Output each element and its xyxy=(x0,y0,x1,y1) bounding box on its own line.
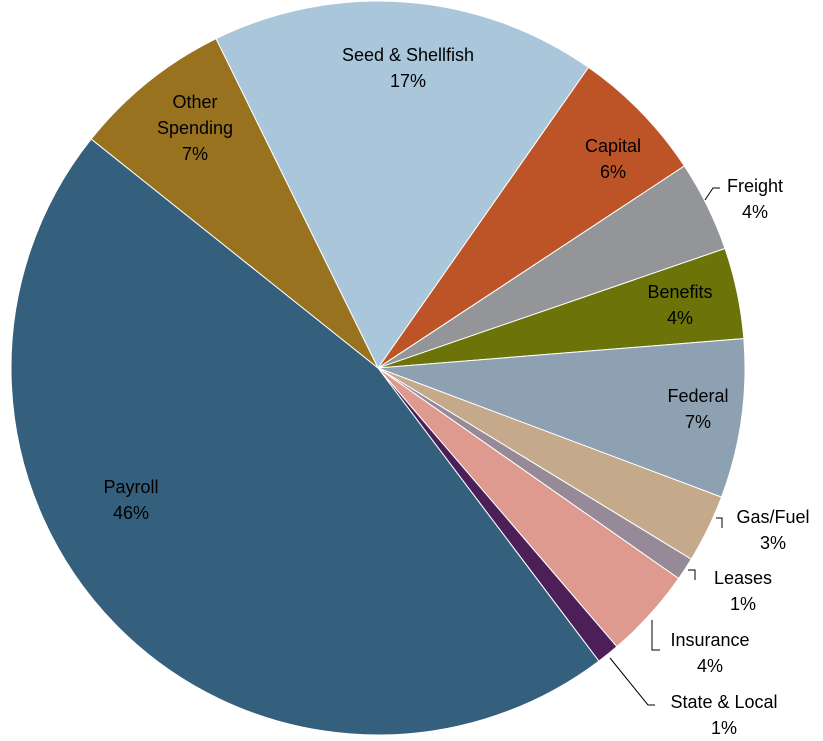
leader-line xyxy=(651,620,660,651)
slice-label: Seed & Shellfish xyxy=(341,45,475,65)
slice-value-label: 4% xyxy=(741,202,769,222)
slice-label: Other Spending xyxy=(156,92,234,138)
leader-line xyxy=(704,187,720,201)
slice-value-label: 4% xyxy=(696,656,724,676)
slice-label: Capital xyxy=(584,136,642,156)
slice-label: Federal xyxy=(667,386,729,406)
slice-value-label: 6% xyxy=(599,162,627,182)
slice-label: Gas/Fuel xyxy=(736,507,810,527)
slice-value-label: 46% xyxy=(112,503,150,523)
slice-label: Leases xyxy=(713,568,773,588)
pie-slice xyxy=(377,338,746,498)
slice-label: Insurance xyxy=(670,630,750,650)
leader-line xyxy=(688,569,696,580)
slice-value-label: 4% xyxy=(666,308,694,328)
slice-value-label: 3% xyxy=(759,533,787,553)
slice-label: Freight xyxy=(726,176,784,196)
leader-line xyxy=(609,657,655,706)
pie-slice xyxy=(10,138,600,736)
slice-value-label: 1% xyxy=(710,718,738,738)
pie-slice xyxy=(377,66,686,369)
leader-line xyxy=(716,517,723,528)
slice-value-label: 7% xyxy=(181,144,209,164)
slice-label: Payroll xyxy=(103,477,159,497)
pie-slice xyxy=(90,38,379,369)
slice-label: State & Local xyxy=(670,692,778,712)
slice-value-label: 1% xyxy=(729,594,757,614)
slice-value-label: 7% xyxy=(684,412,712,432)
slice-value-label: 17% xyxy=(389,71,427,91)
pie-slice xyxy=(215,0,590,369)
slice-label: Benefits xyxy=(647,282,713,302)
